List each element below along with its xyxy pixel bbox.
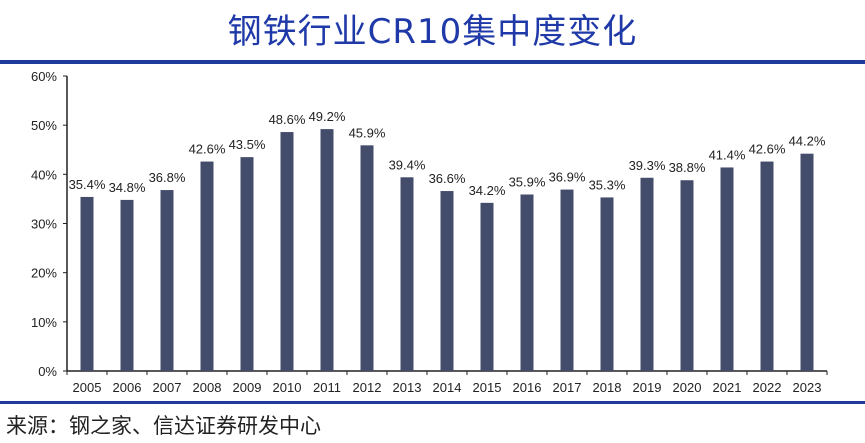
data-label-2014: 36.6% [429,171,466,186]
x-tick-label: 2005 [73,380,102,395]
bar-2015 [480,202,494,371]
x-tick-label: 2015 [473,380,502,395]
bar-2019 [640,177,654,371]
x-tick-label: 2016 [513,380,542,395]
bar-2011 [320,129,334,371]
top-divider [0,60,865,64]
x-tick-label: 2022 [753,380,782,395]
bar-2009 [240,157,254,371]
bar-2017 [560,189,574,371]
data-label-2015: 34.2% [469,183,506,198]
bar-2022 [760,161,774,371]
bar-2018 [600,197,614,371]
data-label-2008: 42.6% [189,142,226,157]
x-tick-label: 2021 [713,380,742,395]
data-label-2022: 42.6% [749,142,786,157]
data-label-2023: 44.2% [789,134,826,149]
y-tick-label: 50% [31,118,57,133]
bar-2012 [360,145,374,371]
x-tick-label: 2011 [313,380,341,395]
data-label-2018: 35.3% [589,177,626,192]
data-label-2017: 36.9% [549,170,586,185]
y-tick-label: 60% [31,69,57,84]
x-tick-label: 2017 [553,380,582,395]
data-label-2009: 43.5% [229,137,266,152]
data-label-2006: 34.8% [109,180,146,195]
y-tick-label: 40% [31,167,57,182]
y-tick-label: 30% [31,217,57,232]
x-tick-label: 2007 [153,380,182,395]
chart-title: 钢铁行业CR10集中度变化 [227,12,638,52]
y-tick-label: 0% [38,364,57,379]
x-tick-label: 2008 [193,380,222,395]
bar-2020 [680,180,694,371]
data-label-2007: 36.8% [149,170,186,185]
bar-2013 [400,177,414,371]
bar-2010 [280,132,294,371]
bar-2014 [440,191,454,371]
source-note: 来源：钢之家、信达证券研发中心 [6,414,321,438]
x-tick-label: 2006 [113,380,142,395]
bar-2023 [800,153,814,371]
data-label-2019: 39.3% [629,158,666,173]
data-label-2012: 45.9% [349,125,386,140]
data-label-2020: 38.8% [669,160,706,175]
bottom-divider [0,401,865,404]
data-label-2013: 39.4% [389,157,426,172]
data-label-2010: 48.6% [269,112,306,127]
data-label-2016: 35.9% [509,174,546,189]
data-label-2005: 35.4% [69,177,106,192]
data-label-2021: 41.4% [709,147,746,162]
x-tick-label: 2013 [393,380,422,395]
x-tick-label: 2019 [633,380,662,395]
y-tick-label: 10% [31,315,57,330]
bar-2006 [120,199,134,371]
x-tick-label: 2010 [273,380,302,395]
x-tick-label: 2020 [673,380,702,395]
bar-2016 [520,194,534,371]
bar-2021 [720,167,734,371]
x-tick-label: 2018 [593,380,622,395]
bar-2005 [80,196,94,371]
bar-2007 [160,190,174,371]
bar-2008 [200,161,214,371]
x-tick-label: 2009 [233,380,262,395]
x-tick-label: 2023 [793,380,822,395]
x-tick-label: 2014 [433,380,462,395]
y-tick-label: 20% [31,266,57,281]
x-tick-label: 2012 [353,380,382,395]
data-label-2011: 49.2% [309,109,346,124]
